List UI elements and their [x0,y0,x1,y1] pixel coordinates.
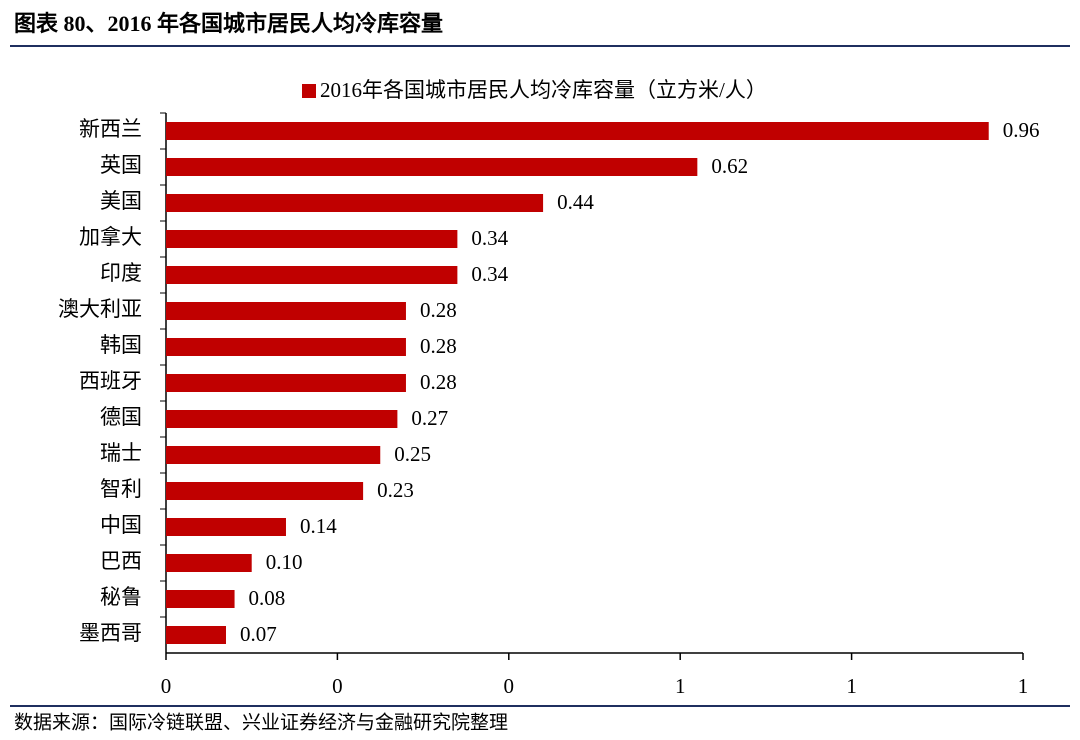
x-tick-label: 0 [161,674,172,698]
bar [166,302,406,320]
value-label: 0.28 [420,334,457,358]
y-tick-label: 西班牙 [79,369,142,393]
y-tick-label: 美国 [100,189,142,213]
bar [166,446,381,464]
value-label: 0.23 [377,478,414,502]
x-tick-label: 1 [1018,674,1029,698]
y-tick-label: 墨西哥 [79,621,142,645]
x-tick-label: 1 [675,674,686,698]
value-label: 0.28 [420,298,457,322]
x-tick-label: 1 [846,674,857,698]
y-tick-label: 韩国 [100,333,142,357]
bar [166,122,989,140]
legend-swatch [302,84,316,98]
bar [166,554,252,572]
bar [166,410,398,428]
y-tick-label: 秘鲁 [100,585,142,609]
bar [166,590,235,608]
y-tick-label: 加拿大 [79,225,142,249]
bar [166,518,286,536]
value-label: 0.34 [471,262,508,286]
value-label: 0.25 [394,442,431,466]
y-tick-label: 智利 [100,477,142,501]
bar [166,338,406,356]
y-tick-label: 新西兰 [79,117,142,141]
y-tick-label: 印度 [100,261,142,285]
x-tick-label: 0 [332,674,343,698]
value-label: 0.14 [300,514,337,538]
bar [166,374,406,392]
bar [166,266,458,284]
value-label: 0.08 [249,586,286,610]
y-tick-label: 英国 [100,153,142,177]
value-label: 0.62 [711,154,748,178]
bar [166,626,226,644]
value-label: 0.07 [240,622,277,646]
y-tick-label: 瑞士 [100,441,142,465]
y-tick-label: 巴西 [100,549,142,573]
value-label: 0.44 [557,190,594,214]
value-label: 0.28 [420,370,457,394]
bar [166,158,698,176]
bar [166,482,364,500]
legend-label: 2016年各国城市居民人均冷库容量（立方米/人） [320,78,767,102]
chart-title: 图表 80、2016 年各国城市居民人均冷库容量 [14,11,443,36]
source-note: 数据来源：国际冷链联盟、兴业证券经济与金融研究院整理 [14,711,508,733]
value-label: 0.27 [411,406,448,430]
y-tick-label: 中国 [100,513,142,537]
value-label: 0.96 [1003,118,1040,142]
value-label: 0.34 [471,226,508,250]
x-tick-label: 0 [504,674,515,698]
y-tick-label: 德国 [100,405,142,429]
value-label: 0.10 [266,550,303,574]
bar [166,230,458,248]
y-tick-label: 澳大利亚 [58,297,142,321]
bar [166,194,544,212]
